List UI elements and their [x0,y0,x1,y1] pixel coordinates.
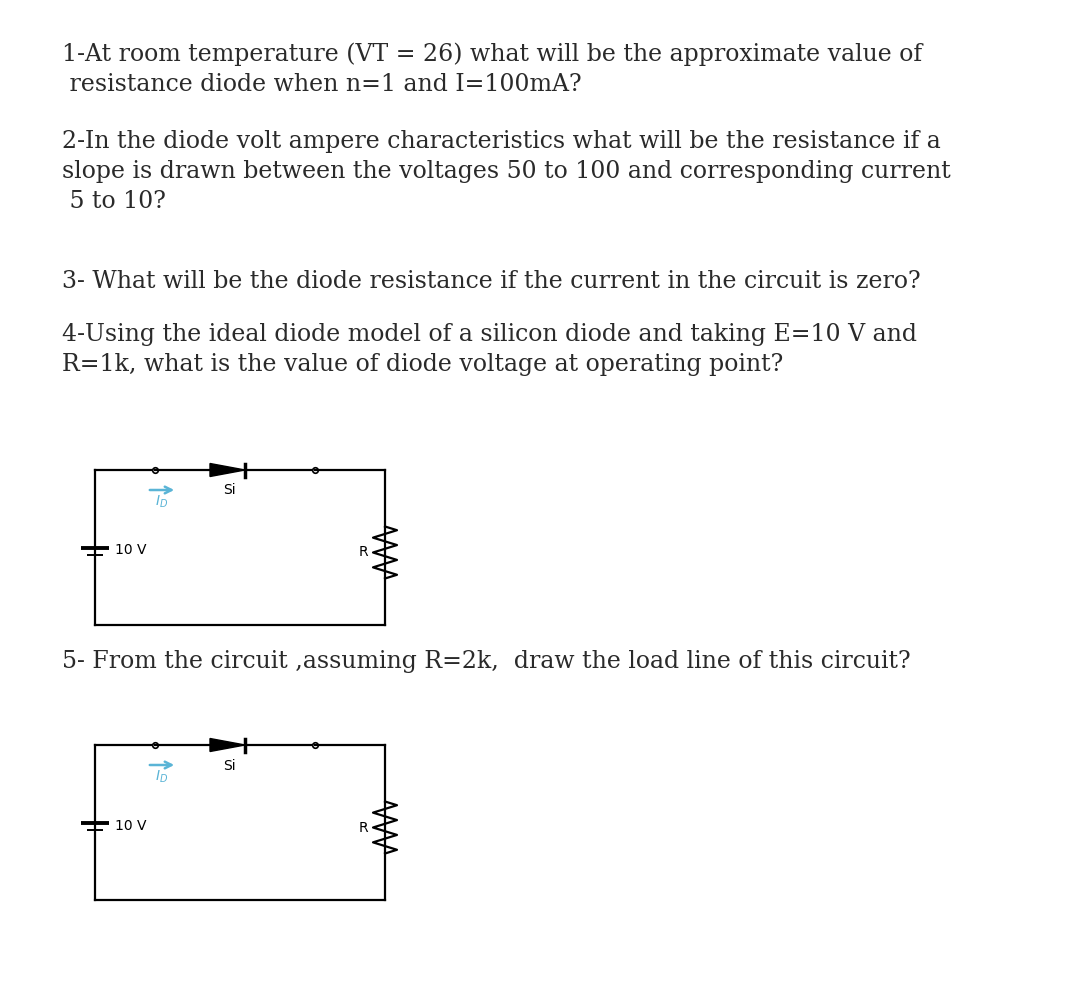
Text: 10 V: 10 V [114,819,147,833]
Text: 5- From the circuit ,assuming R=2k,  draw the load line of this circuit?: 5- From the circuit ,assuming R=2k, draw… [62,650,910,673]
Text: R: R [359,821,368,835]
Text: 3- What will be the diode resistance if the current in the circuit is zero?: 3- What will be the diode resistance if … [62,270,920,293]
Polygon shape [210,464,245,477]
Text: 1-At room temperature (VT = 26) what will be the approximate value of
 resistanc: 1-At room temperature (VT = 26) what wil… [62,42,922,96]
Text: R: R [359,546,368,560]
Text: 4-Using the ideal diode model of a silicon diode and taking E=10 V and
R=1k, wha: 4-Using the ideal diode model of a silic… [62,323,917,376]
Text: Si: Si [224,484,235,497]
Polygon shape [210,739,245,752]
Text: $I_D$: $I_D$ [156,494,168,510]
Text: Si: Si [224,759,235,772]
Text: $I_D$: $I_D$ [156,769,168,785]
Text: 2-In the diode volt ampere characteristics what will be the resistance if a
slop: 2-In the diode volt ampere characteristi… [62,130,950,214]
Text: 10 V: 10 V [114,544,147,558]
